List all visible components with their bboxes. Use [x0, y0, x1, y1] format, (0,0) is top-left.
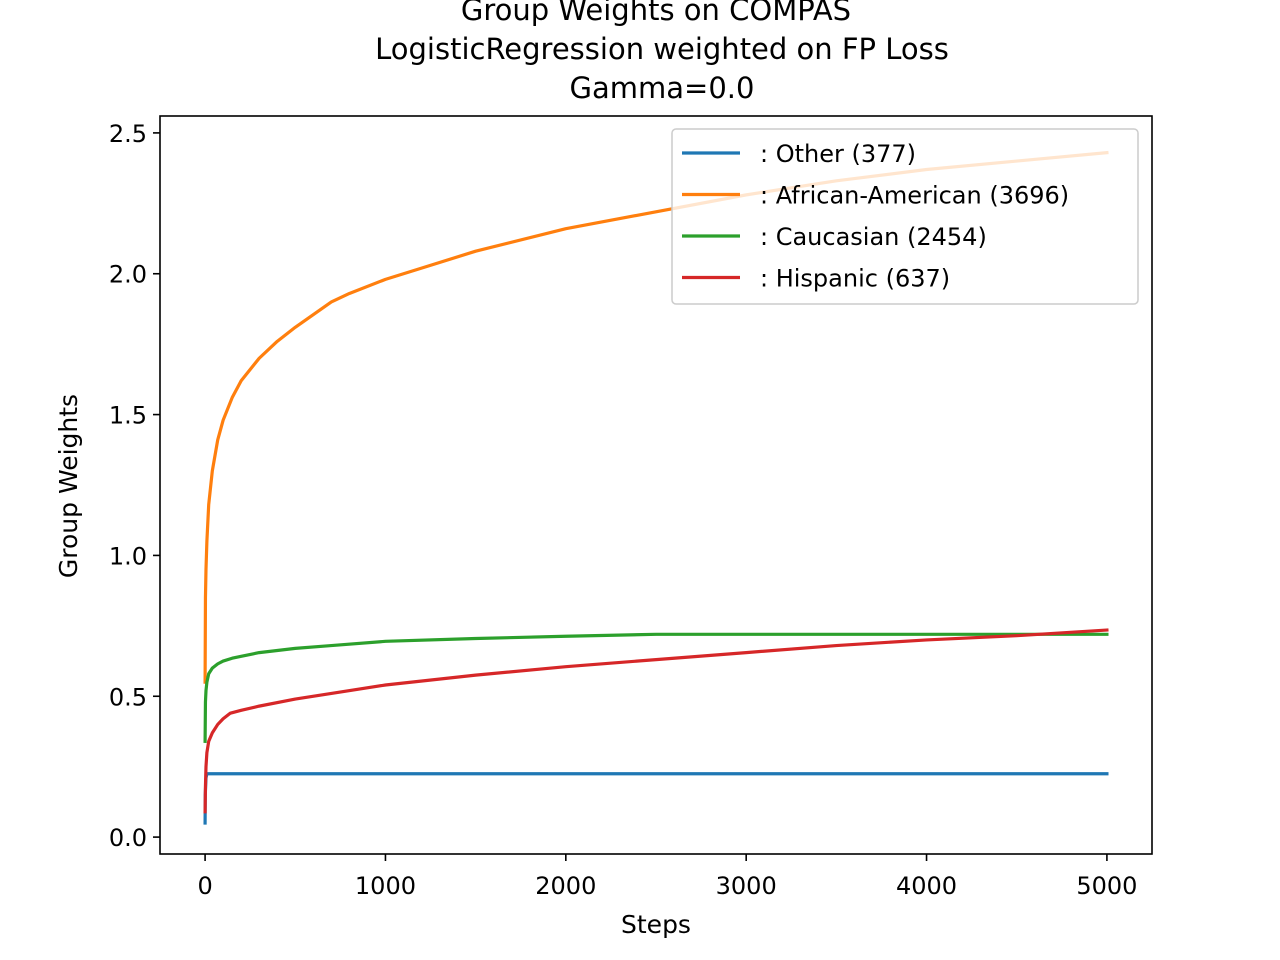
y-tick-label: 0.0 [109, 824, 147, 852]
x-axis-label: Steps [621, 910, 691, 939]
legend-box [671, 128, 1139, 305]
x-tick-label: 3000 [716, 872, 777, 900]
chart-title-line-2: LogisticRegression weighted on FP Loss [375, 32, 949, 66]
legend-label-2: : Caucasian (2454) [760, 223, 987, 251]
legend-label-1: : African-American (3696) [760, 182, 1069, 210]
x-tick-label: 1000 [355, 872, 416, 900]
y-tick-label: 2.5 [109, 120, 147, 148]
legend-label-0: : Other (377) [760, 140, 916, 168]
plot-frame [159, 115, 1153, 855]
x-tick-label: 5000 [1076, 872, 1137, 900]
x-tick-label: 0 [197, 872, 212, 900]
y-axis-label: Group Weights [54, 394, 83, 578]
series-line-2 [203, 632, 1109, 743]
chart-title-line-3: Gamma=0.0 [570, 71, 755, 105]
x-axis: 0 1000 2000 3000 4000 5000 [197, 854, 1137, 900]
series-line-3 [203, 628, 1109, 814]
chart-title-line-1: Group Weights on COMPAS [461, 0, 851, 27]
y-tick-label: 2.0 [109, 261, 147, 289]
chart-title: Group Weights on COMPAS LogisticRegressi… [375, 0, 949, 105]
x-tick-label: 4000 [896, 872, 957, 900]
legend-label-3: : Hispanic (637) [760, 265, 950, 293]
y-tick-label: 0.5 [109, 683, 147, 711]
y-tick-label: 1.0 [109, 542, 147, 570]
y-tick-label: 1.5 [109, 402, 147, 430]
y-axis: 0.0 0.5 1.0 1.5 2.0 2.5 [109, 120, 160, 852]
legend: : Other (377) : African-American (3696) : … [671, 128, 1139, 305]
x-tick-label: 2000 [535, 872, 596, 900]
